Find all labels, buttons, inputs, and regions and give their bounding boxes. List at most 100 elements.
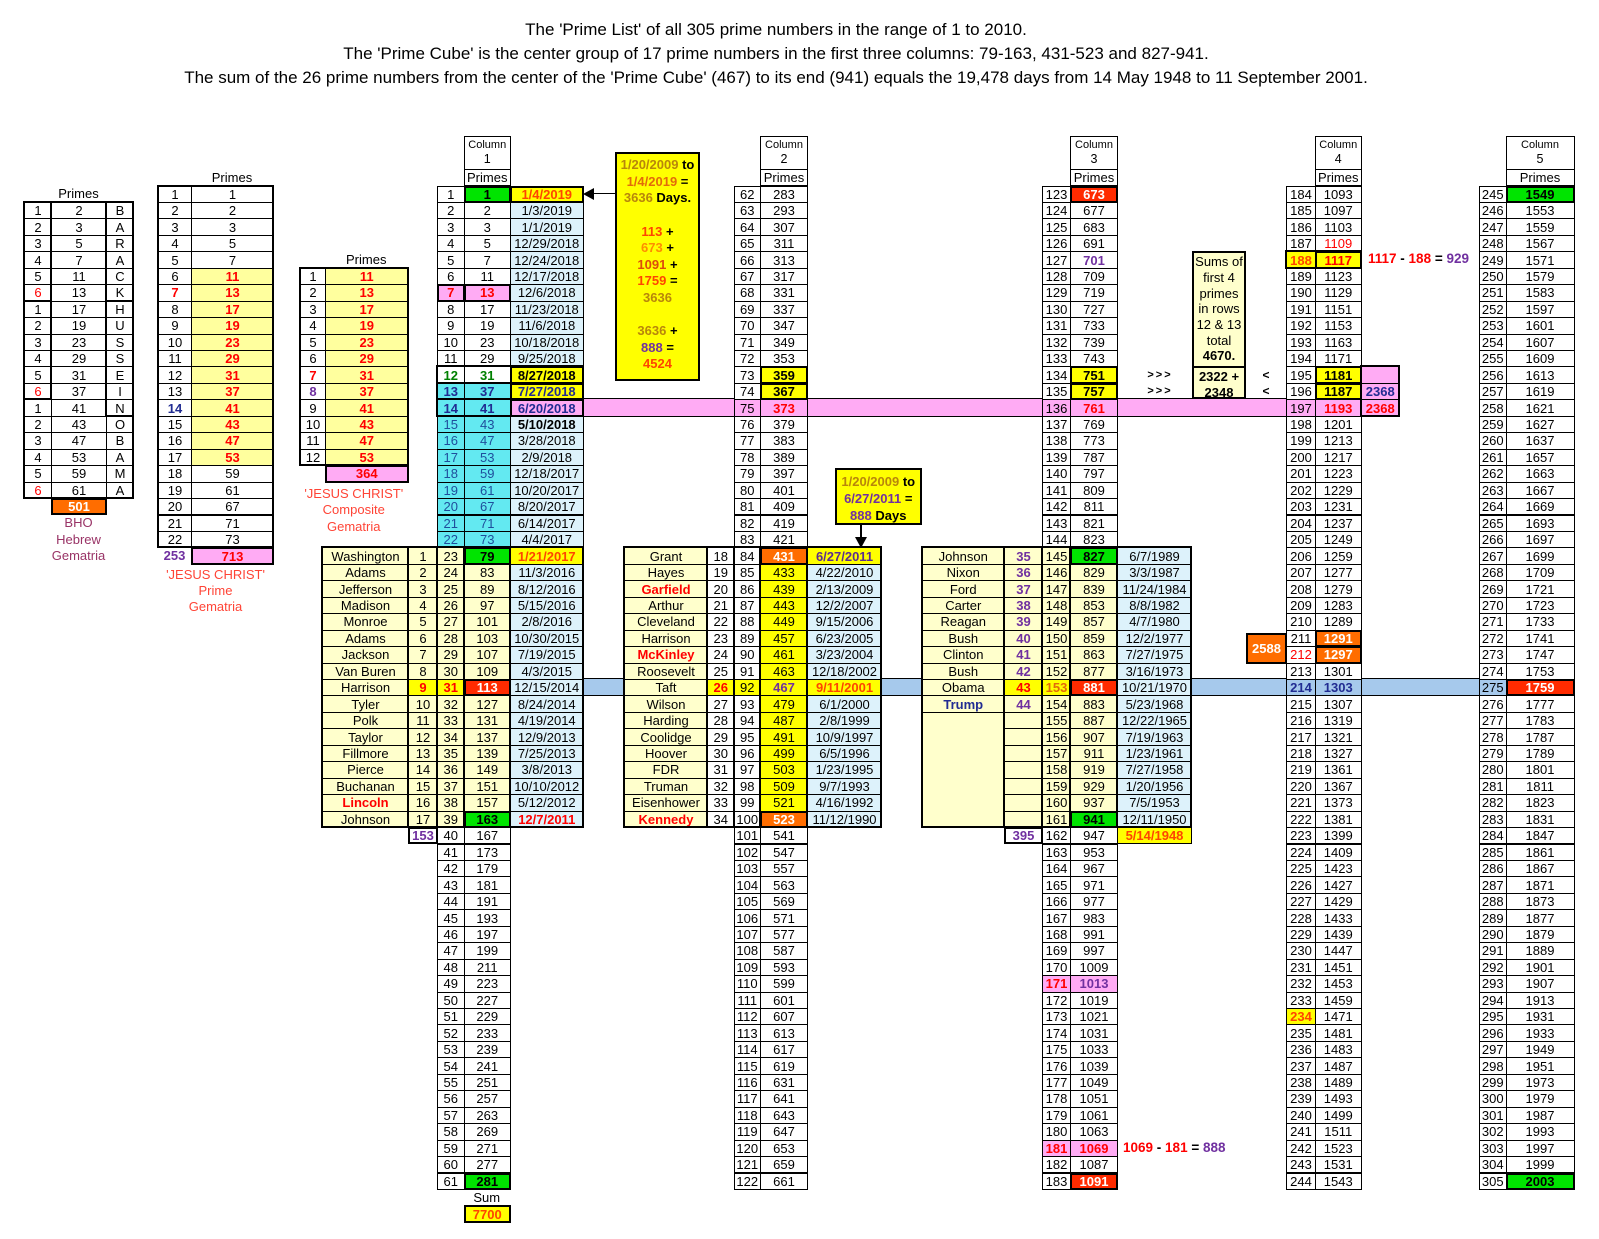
row-number-cell: 3: [437, 218, 465, 236]
row-number-cell: 8: [437, 300, 465, 319]
prime-cell: 659: [760, 1156, 808, 1174]
row-number-cell: 293: [1479, 975, 1507, 993]
row-number-cell: 278: [1479, 728, 1507, 746]
prime-cell: 109: [463, 662, 511, 680]
president-name-cell: Pierce: [322, 761, 409, 779]
prime-cell: 19: [463, 317, 511, 335]
row-number-cell: 4: [437, 234, 465, 253]
date-cell: 6/27/2011: [807, 547, 882, 565]
row-number-cell: 232: [1286, 975, 1316, 993]
president-name-cell: Grant: [624, 547, 708, 565]
date-cell: 5/15/2016: [510, 596, 584, 615]
prime-gematria-index: 22: [158, 530, 192, 549]
row-number-cell: 250: [1479, 267, 1507, 286]
prime-cell: 563: [760, 876, 808, 894]
prime-gematria-prime: 31: [191, 366, 274, 384]
prime-cell: 3: [463, 218, 511, 236]
prime-cell: 541: [760, 827, 808, 845]
prime-gematria-index: 3: [158, 218, 192, 236]
row-number-cell: 132: [1042, 333, 1071, 351]
text-segment: +: [662, 240, 674, 256]
prime-cell: 1097: [1315, 201, 1362, 220]
prime-cell: 97: [463, 596, 511, 615]
row-number-cell: 90: [733, 646, 761, 664]
row-number-cell: 241: [1286, 1123, 1316, 1141]
row-number-cell: 99: [733, 794, 761, 812]
row-number-cell: 55: [437, 1073, 465, 1092]
prime-cell: 1307: [1315, 695, 1362, 713]
box-2368-cell: 2368: [1360, 399, 1400, 417]
row-number-cell: 121: [733, 1156, 761, 1174]
text-segment: =: [677, 173, 689, 189]
greater-marks: >>>: [1147, 385, 1173, 398]
row-number-cell: 109: [733, 958, 761, 977]
prime-cell: 751: [1070, 366, 1118, 384]
prime-cell: 17: [463, 300, 511, 319]
prime-cell: 227: [463, 991, 511, 1009]
prime-cell: 953: [1070, 843, 1118, 861]
prime-cell: 359: [760, 366, 808, 384]
composite-gematria-index: 10: [300, 415, 326, 434]
prime-cell: 1613: [1505, 366, 1575, 384]
prime-cell: 773: [1070, 432, 1118, 450]
prime-gematria-prime: 1: [191, 185, 274, 203]
prime-cell: 1499: [1315, 1106, 1362, 1125]
row-number-cell: 142: [1042, 498, 1071, 516]
prime-cell: 709: [1070, 267, 1118, 286]
row-number-cell: 160: [1042, 794, 1071, 812]
prime-cell: 23: [463, 333, 511, 351]
row-number-cell: 178: [1042, 1090, 1071, 1108]
title-line-1: The 'Prime List' of all 305 prime number…: [525, 20, 1027, 39]
prime-cell: 587: [760, 942, 808, 960]
composite-gematria-prime: 23: [325, 333, 409, 351]
row-number-cell: 53: [437, 1040, 465, 1059]
prime-cell: 991: [1070, 925, 1118, 944]
prime-cell: 1801: [1505, 761, 1575, 779]
president-number-cell: 43: [1004, 679, 1043, 697]
president-number-cell: 19: [707, 563, 735, 582]
row-number-cell: 50: [437, 991, 465, 1009]
prime-cell: 1831: [1505, 810, 1575, 829]
title-line-2: The 'Prime Cube' is the center group of …: [343, 44, 1209, 63]
text-segment: 1117: [1368, 251, 1397, 267]
president-name-cell: [921, 810, 1005, 829]
row-number-cell: 107: [733, 925, 761, 944]
president-number-cell: 16: [408, 794, 438, 812]
prime-cell: 797: [1070, 465, 1118, 483]
column-subheader: Primes: [760, 169, 808, 187]
prime-gematria-index: 11: [158, 350, 192, 368]
president-name-cell: Taft: [624, 679, 708, 697]
row-number-cell: 285: [1479, 843, 1507, 861]
president-name-cell: Jefferson: [322, 580, 409, 598]
date-cell: 7/5/1953: [1117, 794, 1192, 812]
prime-cell: 613: [760, 1024, 808, 1042]
prime-cell: 937: [1070, 794, 1118, 812]
prime-cell: 1871: [1505, 876, 1575, 894]
prime-cell: 521: [760, 794, 808, 812]
row-number-cell: 87: [733, 596, 761, 615]
row-number-cell: 33: [437, 711, 465, 730]
row-number-cell: 263: [1479, 481, 1507, 500]
president-name-cell: Lincoln: [322, 794, 409, 812]
prime-cell: 1039: [1070, 1057, 1118, 1075]
prime-cell: 743: [1070, 350, 1118, 368]
president-name-cell: Johnson: [921, 547, 1005, 565]
president-name-cell: McKinley: [624, 646, 708, 664]
president-name-cell: Wilson: [624, 695, 708, 713]
prime-cell: 71: [463, 514, 511, 532]
prime-cell: 461: [760, 646, 808, 664]
date-cell: 4/22/2010: [807, 563, 882, 582]
obama-letter-cell: B: [106, 201, 134, 220]
row-number-cell: 95: [733, 728, 761, 746]
prime-cell: 1447: [1315, 942, 1362, 960]
prime-cell: 691: [1070, 234, 1118, 253]
obama-index-cell: 4: [24, 350, 52, 368]
prime-cell: 401: [760, 481, 808, 500]
prime-cell: 1373: [1315, 794, 1362, 812]
prime-cell: 1291: [1315, 629, 1362, 648]
prime-cell: 67: [463, 498, 511, 516]
prime-cell: 313: [760, 251, 808, 269]
date-cell: 9/15/2006: [807, 613, 882, 631]
prime-cell: 1741: [1505, 629, 1575, 648]
date-cell: 12/18/2002: [807, 662, 882, 680]
